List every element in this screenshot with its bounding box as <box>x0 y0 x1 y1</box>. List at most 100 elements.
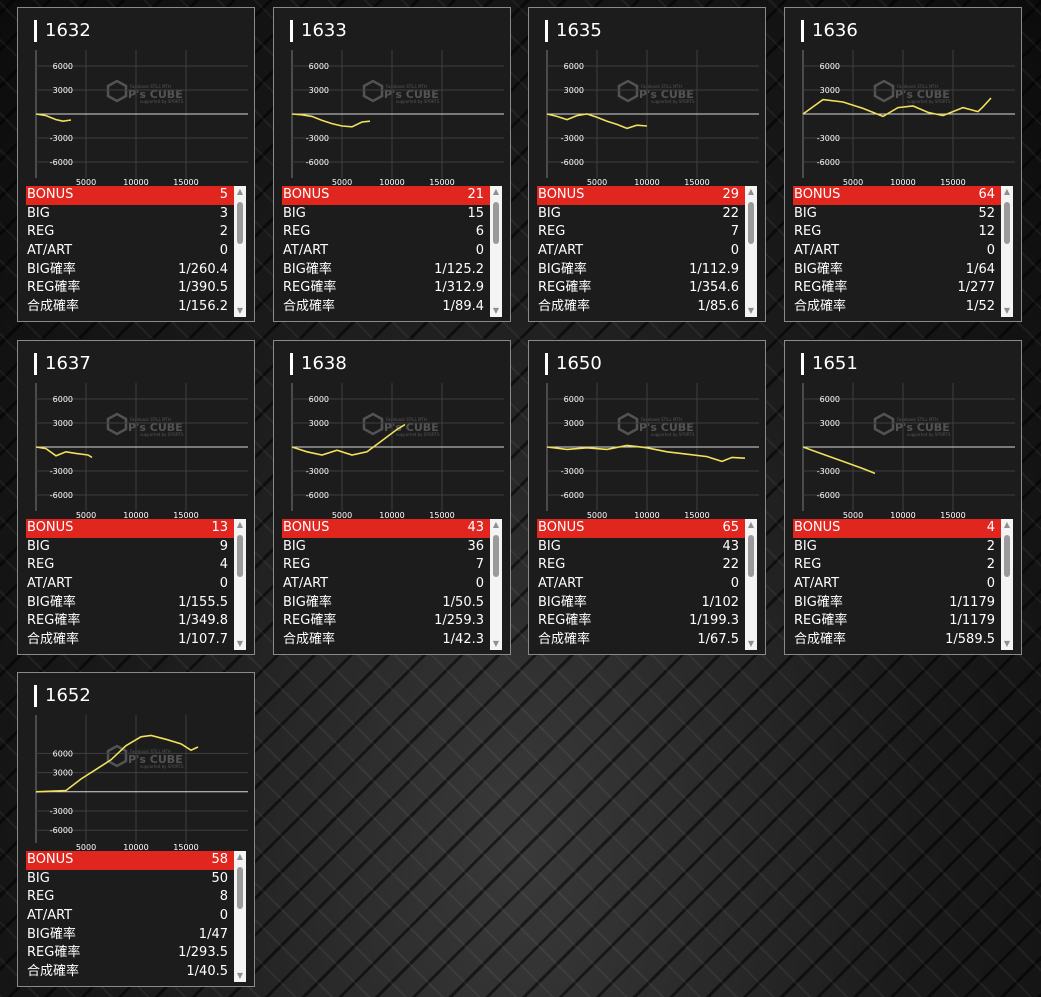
machine-card[interactable]: 1638 Facebook STILL MTH P's CUBE supported … <box>273 340 511 655</box>
scroll-thumb[interactable] <box>1004 535 1010 577</box>
stats-scrollbar[interactable]: ▲ ▼ <box>1001 186 1013 317</box>
scroll-down-icon[interactable]: ▼ <box>236 639 244 648</box>
bonus-row: BONUS 64 <box>793 186 1001 205</box>
stat-row-reg: REG 7 <box>537 223 745 242</box>
machine-card[interactable]: 1637 Facebook STILL MTH P's CUBE supported … <box>17 340 255 655</box>
scroll-down-icon[interactable]: ▼ <box>1003 306 1011 315</box>
stat-value: 1/47 <box>198 926 228 942</box>
scroll-up-icon[interactable]: ▲ <box>747 187 755 196</box>
stat-label: 合成確率 <box>27 964 80 980</box>
stats-scrollbar[interactable]: ▲ ▼ <box>745 519 757 650</box>
x-tick-label: 5000 <box>76 843 96 851</box>
machine-card[interactable]: 1632 Facebook STILL MTH P's CUBE supported … <box>17 7 255 322</box>
stat-row-total-rate: 合成確率 1/67.5 <box>537 631 745 650</box>
watermark-brand: P's CUBE <box>128 421 183 434</box>
y-tick-label: 3000 <box>53 769 73 778</box>
stats-scrollbar[interactable]: ▲ ▼ <box>745 186 757 317</box>
y-tick-label: -6000 <box>561 491 584 500</box>
stat-label: BONUS <box>794 187 841 202</box>
x-tick-label: 15000 <box>684 178 709 186</box>
scroll-up-icon[interactable]: ▲ <box>1003 520 1011 529</box>
scroll-down-icon[interactable]: ▼ <box>236 971 244 980</box>
bonus-row: BONUS 21 <box>282 186 490 205</box>
scroll-thumb[interactable] <box>748 202 754 244</box>
stats-scrollbar[interactable]: ▲ ▼ <box>234 519 246 650</box>
y-tick-label: -3000 <box>306 467 329 476</box>
scroll-thumb[interactable] <box>493 202 499 244</box>
machine-card[interactable]: 1651 Facebook STILL MTH P's CUBE supported … <box>784 340 1022 655</box>
scroll-up-icon[interactable]: ▲ <box>236 187 244 196</box>
y-tick-label: -6000 <box>306 491 329 500</box>
scroll-up-icon[interactable]: ▲ <box>1003 187 1011 196</box>
stat-label: REG確率 <box>283 613 337 629</box>
stats-scrollbar[interactable]: ▲ ▼ <box>234 186 246 317</box>
stat-label: REG <box>27 889 55 905</box>
machine-card[interactable]: 1635 Facebook STILL MTH P's CUBE supported … <box>528 7 766 322</box>
stat-value: 6 <box>475 224 484 240</box>
stat-row-big: BIG 9 <box>26 538 234 557</box>
stat-label: REG確率 <box>794 613 848 629</box>
stat-row-big: BIG 36 <box>282 538 490 557</box>
stats-scrollbar[interactable]: ▲ ▼ <box>490 186 502 317</box>
machine-card[interactable]: 1650 Facebook STILL MTH P's CUBE supported … <box>528 340 766 655</box>
stat-value: 1/64 <box>965 261 995 277</box>
stat-value: 0 <box>986 576 995 592</box>
scroll-up-icon[interactable]: ▲ <box>492 187 500 196</box>
scroll-thumb[interactable] <box>748 535 754 577</box>
stat-value: 3 <box>219 205 228 221</box>
scroll-thumb[interactable] <box>1004 202 1010 244</box>
scroll-thumb[interactable] <box>237 867 243 909</box>
stats-scrollbar[interactable]: ▲ ▼ <box>1001 519 1013 650</box>
machine-card[interactable]: 1652 Facebook STILL MTH P's CUBE supported … <box>17 672 255 987</box>
stat-label: REG <box>27 224 55 240</box>
scroll-up-icon[interactable]: ▲ <box>747 520 755 529</box>
scroll-thumb[interactable] <box>237 535 243 577</box>
scroll-thumb[interactable] <box>237 202 243 244</box>
bonus-row: BONUS 4 <box>793 519 1001 538</box>
machine-number: 1652 <box>34 685 91 707</box>
stat-label: BIG確率 <box>794 261 843 277</box>
watermark-tagline: Facebook STILL MTH <box>897 84 938 89</box>
watermark-brand: P's CUBE <box>639 421 694 434</box>
stat-value: 1/89.4 <box>442 299 484 315</box>
scroll-up-icon[interactable]: ▲ <box>236 852 244 861</box>
y-tick-label: 6000 <box>53 749 73 758</box>
watermark-sub: supported by SPORTS <box>396 99 440 104</box>
stat-value: 7 <box>730 224 739 240</box>
stats-scrollbar[interactable]: ▲ ▼ <box>234 851 246 982</box>
stats-table: BONUS 65 BIG 43 REG 22 AT/ART 0 BIG確率 1/102 REG確率 1… <box>537 519 745 650</box>
scroll-down-icon[interactable]: ▼ <box>747 639 755 648</box>
scroll-down-icon[interactable]: ▼ <box>492 639 500 648</box>
watermark-tagline: Facebook STILL MTH <box>130 84 171 89</box>
stats-table: BONUS 13 BIG 9 REG 4 AT/ART 0 BIG確率 1/155.5 REG確率 1… <box>26 519 234 650</box>
stat-value: 1/102 <box>701 594 739 610</box>
scroll-up-icon[interactable]: ▲ <box>492 520 500 529</box>
stat-row-atart: AT/ART 0 <box>26 907 234 926</box>
stat-value: 64 <box>978 187 995 202</box>
y-tick-label: 6000 <box>564 62 584 71</box>
stat-row-total-rate: 合成確率 1/589.5 <box>793 631 1001 650</box>
scroll-down-icon[interactable]: ▼ <box>1003 639 1011 648</box>
y-tick-label: -3000 <box>561 134 584 143</box>
scroll-down-icon[interactable]: ▼ <box>236 306 244 315</box>
x-tick-label: 5000 <box>843 511 863 519</box>
stat-row-big-rate: BIG確率 1/64 <box>793 261 1001 280</box>
scroll-thumb[interactable] <box>493 535 499 577</box>
stat-value: 15 <box>467 205 484 221</box>
machine-card[interactable]: 1636 Facebook STILL MTH P's CUBE supported … <box>784 7 1022 322</box>
machine-number: 1638 <box>290 353 347 375</box>
y-tick-label: -6000 <box>561 158 584 167</box>
stats-scrollbar[interactable]: ▲ ▼ <box>490 519 502 650</box>
x-tick-label: 15000 <box>940 178 965 186</box>
scroll-down-icon[interactable]: ▼ <box>747 306 755 315</box>
stat-value: 13 <box>211 520 228 535</box>
machine-card[interactable]: 1633 Facebook STILL MTH P's CUBE supported … <box>273 7 511 322</box>
stat-value: 1/40.5 <box>186 964 228 980</box>
scroll-up-icon[interactable]: ▲ <box>236 520 244 529</box>
stat-label: AT/ART <box>27 908 73 924</box>
scroll-down-icon[interactable]: ▼ <box>492 306 500 315</box>
